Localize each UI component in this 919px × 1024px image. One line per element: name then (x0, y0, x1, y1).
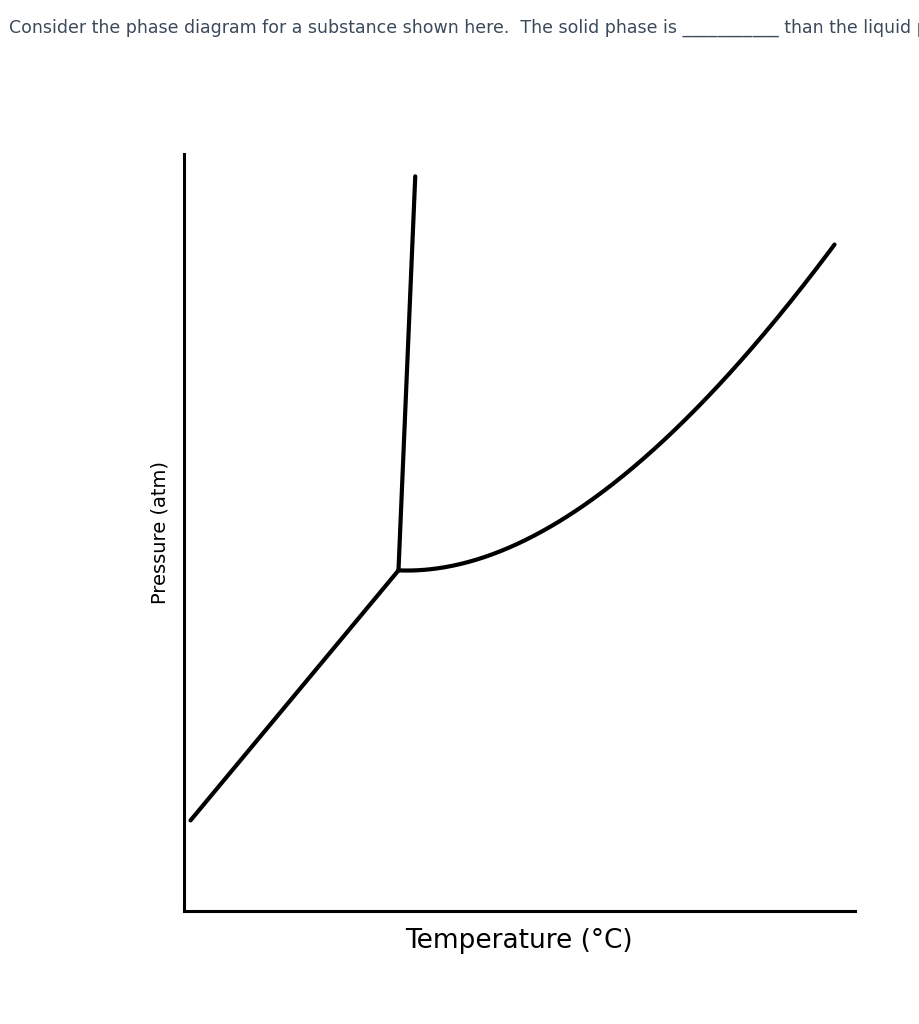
Y-axis label: Pressure (atm): Pressure (atm) (151, 461, 170, 604)
X-axis label: Temperature (°C): Temperature (°C) (405, 928, 633, 954)
Text: Consider the phase diagram for a substance shown here.  The solid phase is _____: Consider the phase diagram for a substan… (9, 18, 919, 37)
